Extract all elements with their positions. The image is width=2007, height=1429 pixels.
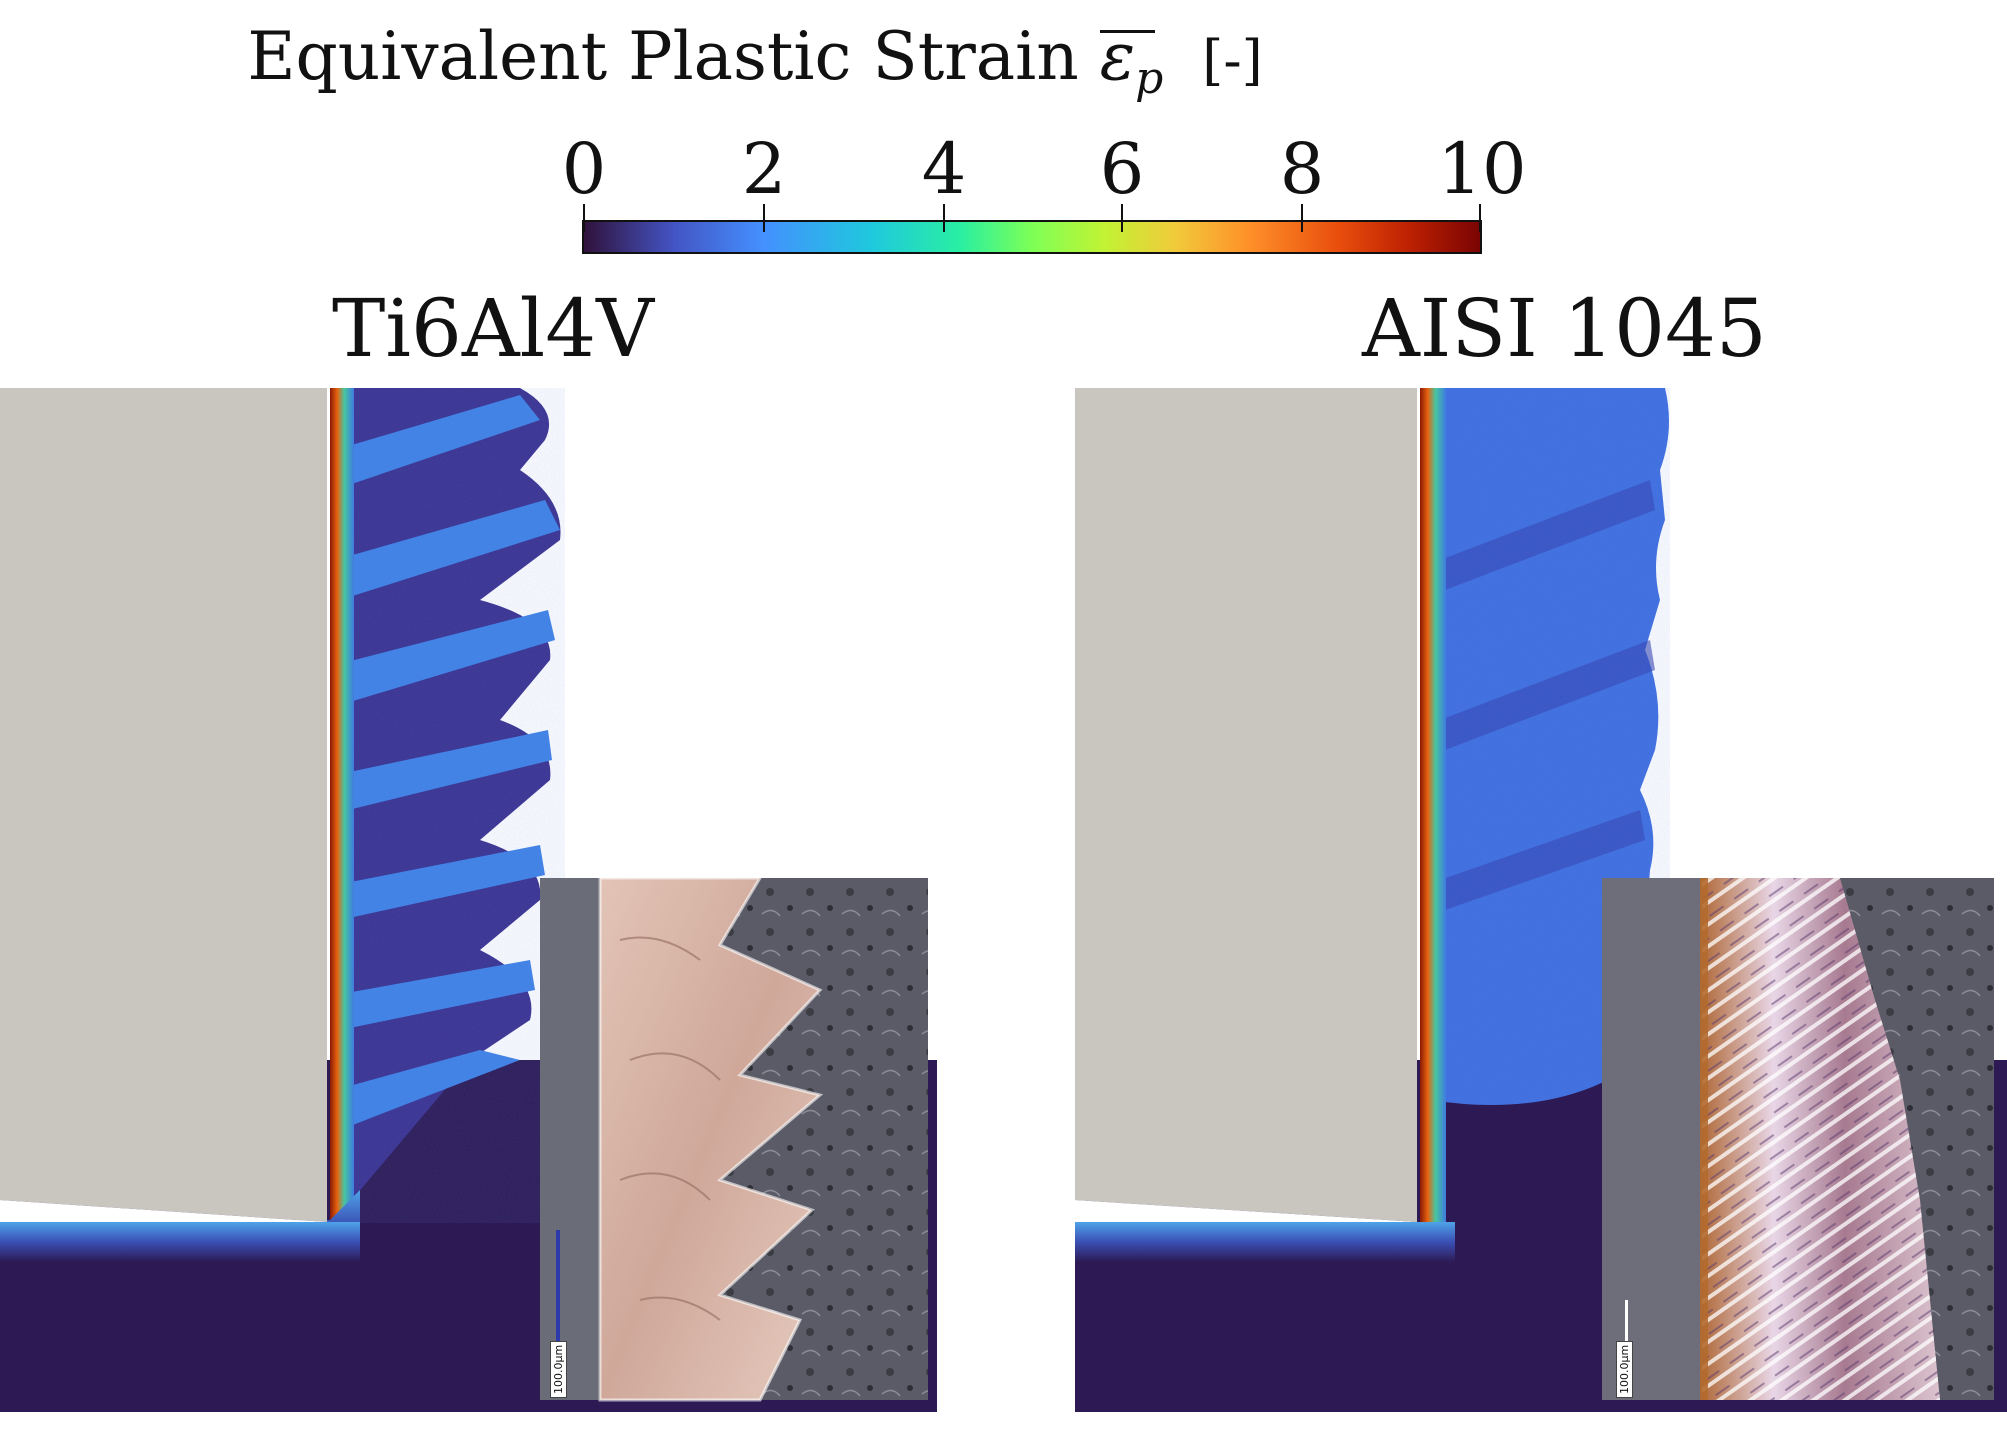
strain-symbol: εp [1099, 18, 1164, 105]
colorbar-tick-label: 0 [561, 128, 607, 210]
panel-title-aisi1045: AISI 1045 [1362, 282, 1767, 375]
scale-bar-ti: 100.0μm [550, 1340, 567, 1398]
colorbar [582, 220, 1482, 254]
scale-bar-aisi: 100.0μm [1616, 1340, 1633, 1398]
tool-ti [0, 388, 327, 1222]
contact-edge-aisi [1420, 388, 1446, 1228]
colorbar-tick [583, 204, 585, 232]
colorbar-tick-label: 10 [1437, 128, 1527, 210]
colorbar-tick-label: 6 [1099, 128, 1145, 210]
colorbar-unit: [-] [1202, 29, 1263, 92]
contact-edge-ti [330, 388, 354, 1228]
tool-aisi [1075, 388, 1417, 1222]
colorbar-tick-label: 2 [741, 128, 787, 210]
colorbar-tick-label: 8 [1279, 128, 1325, 210]
colorbar-tick [1301, 204, 1303, 232]
micrograph-ti [540, 876, 928, 1402]
colorbar-title-text: Equivalent Plastic Strain [247, 18, 1079, 95]
colorbar-title: Equivalent Plastic Strain εp [-] [0, 18, 1510, 104]
colorbar-tick [943, 204, 945, 232]
colorbar-tick [1121, 204, 1123, 232]
micrograph-aisi [1602, 878, 1994, 1400]
panel-title-ti6al4v: Ti6Al4V [332, 282, 654, 375]
colorbar-tick [1479, 204, 1481, 232]
colorbar-tick-label: 4 [921, 128, 967, 210]
colorbar-tick [763, 204, 765, 232]
